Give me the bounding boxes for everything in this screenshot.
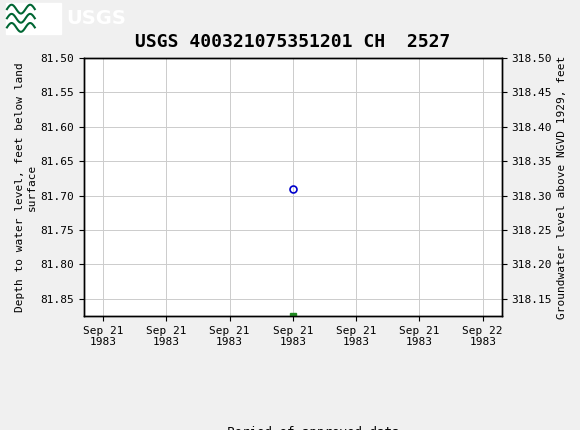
Text: USGS: USGS [67,9,126,28]
Y-axis label: Depth to water level, feet below land
surface: Depth to water level, feet below land su… [15,62,37,312]
Y-axis label: Groundwater level above NGVD 1929, feet: Groundwater level above NGVD 1929, feet [557,55,567,319]
Title: USGS 400321075351201 CH  2527: USGS 400321075351201 CH 2527 [135,33,451,51]
Legend: Period of approved data: Period of approved data [181,421,405,430]
FancyBboxPatch shape [6,3,61,34]
